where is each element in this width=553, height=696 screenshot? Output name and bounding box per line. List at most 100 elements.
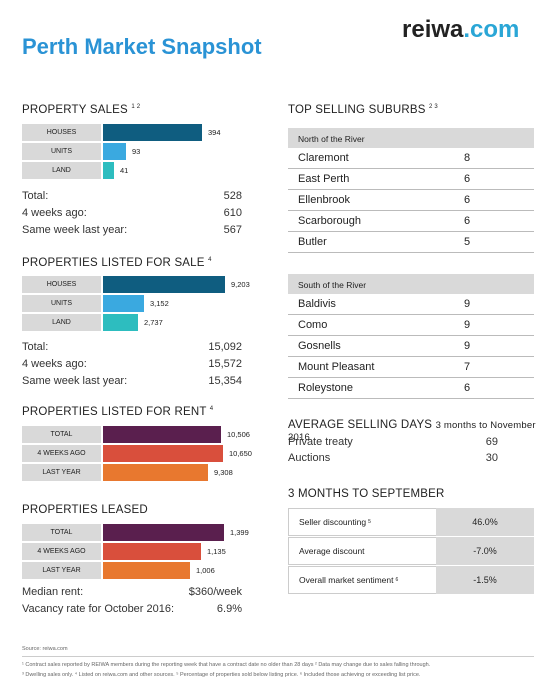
stat-value: 15,572 xyxy=(208,358,242,370)
bar-label: TOTAL xyxy=(22,524,101,541)
avg-days-row: Auctions 30 xyxy=(288,452,498,464)
bar-label: 4 WEEKS AGO xyxy=(22,445,101,462)
footer-source: Source: reiwa.com xyxy=(22,646,68,652)
bar-value: 41 xyxy=(120,166,129,175)
bar-label: LAST YEAR xyxy=(22,464,101,481)
metric-label: Average discount xyxy=(288,537,436,565)
bar-row: 4 WEEKS AGO 10,650 xyxy=(22,445,252,462)
suburb-count: 6 xyxy=(464,194,471,206)
bar-value: 1,399 xyxy=(230,528,249,537)
metric-row: Seller discounting 5 46.0% xyxy=(288,508,534,537)
stat-value: 15,092 xyxy=(208,341,242,353)
suburb-name: Claremont xyxy=(298,152,349,164)
bar xyxy=(103,295,144,312)
stat-label: Total: xyxy=(22,190,49,202)
suburb-count: 8 xyxy=(464,152,471,164)
bar-row: HOUSES 394 xyxy=(22,124,221,141)
stat-label: 4 weeks ago: xyxy=(22,358,87,370)
stat-row: 4 weeks ago: 610 xyxy=(22,207,242,219)
bar-value: 9,308 xyxy=(214,468,233,477)
logo-com: .com xyxy=(463,16,520,43)
suburb-name: Butler xyxy=(298,236,327,248)
suburb-row: Butler 5 xyxy=(288,232,534,253)
suburb-name: Roleystone xyxy=(298,382,354,394)
metric-row: Average discount -7.0% xyxy=(288,537,534,566)
suburb-count: 9 xyxy=(464,298,471,310)
avg-days-value: 30 xyxy=(485,452,498,464)
suburb-row: Gosnells 9 xyxy=(288,336,534,357)
suburb-count: 6 xyxy=(464,173,471,185)
suburb-name: Ellenbrook xyxy=(298,194,350,206)
suburb-row: Roleystone 6 xyxy=(288,378,534,399)
suburb-row: Claremont 8 xyxy=(288,148,534,169)
bar-value: 394 xyxy=(208,128,221,137)
stat-value: 567 xyxy=(223,224,242,236)
page-title: Perth Market Snapshot xyxy=(22,34,262,59)
listed-for-sale-title: PROPERTIES LISTED FOR SALE 4 xyxy=(22,257,212,269)
bar-label: LAND xyxy=(22,314,101,331)
suburb-row: Scarborough 6 xyxy=(288,211,534,232)
bar xyxy=(103,543,201,560)
bar-value: 1,006 xyxy=(196,566,215,575)
stat-label: Same week last year: xyxy=(22,375,128,387)
metric-value: 46.0% xyxy=(436,508,534,536)
stat-label: 4 weeks ago: xyxy=(22,207,87,219)
bar-row: LAND 2,737 xyxy=(22,314,163,331)
suburb-count: 9 xyxy=(464,319,471,331)
suburb-name: Como xyxy=(298,319,328,331)
north-heading: North of the River xyxy=(288,128,534,148)
bar-row: LAST YEAR 9,308 xyxy=(22,464,233,481)
suburb-count: 7 xyxy=(464,361,471,373)
metric-value: -1.5% xyxy=(436,566,534,594)
avg-days-label: Auctions xyxy=(288,452,331,464)
bar-row: 4 WEEKS AGO 1,135 xyxy=(22,543,226,560)
stat-value: 610 xyxy=(223,207,242,219)
bar-label: UNITS xyxy=(22,143,101,160)
footer-note-1: ¹ Contract sales reported by REIWA membe… xyxy=(22,662,431,668)
bar-row: LAST YEAR 1,006 xyxy=(22,562,215,579)
metric-value: -7.0% xyxy=(436,537,534,565)
stat-value: 15,354 xyxy=(208,375,242,387)
bar xyxy=(103,124,202,141)
metric-label: Seller discounting 5 xyxy=(288,508,436,536)
three-months-table: Seller discounting 5 46.0% Average discount… xyxy=(288,508,534,595)
bar-row: UNITS 93 xyxy=(22,143,140,160)
stat-row: Same week last year: 567 xyxy=(22,224,242,236)
suburb-row: Baldivis 9 xyxy=(288,294,534,315)
bar-row: TOTAL 10,506 xyxy=(22,426,250,443)
stat-value: 6.9% xyxy=(216,603,242,615)
bar xyxy=(103,276,225,293)
bar-value: 1,135 xyxy=(207,547,226,556)
three-months-title: 3 MONTHS TO SEPTEMBER xyxy=(288,488,445,500)
properties-leased-title: PROPERTIES LEASED xyxy=(22,504,148,516)
stat-row: Median rent: $360/week xyxy=(22,586,242,598)
footer-divider xyxy=(22,656,534,657)
stat-row: Same week last year: 15,354 xyxy=(22,375,242,387)
listed-for-rent-title: PROPERTIES LISTED FOR RENT 4 xyxy=(22,406,214,418)
stat-label: Median rent: xyxy=(22,586,84,598)
stat-value: 528 xyxy=(223,190,242,202)
stat-label: Same week last year: xyxy=(22,224,128,236)
avg-days-row: Private treaty 69 xyxy=(288,436,498,448)
avg-days-label: Private treaty xyxy=(288,436,353,448)
bar-value: 10,650 xyxy=(229,449,252,458)
south-heading: South of the River xyxy=(288,274,534,294)
top-suburbs-title: TOP SELLING SUBURBS 2 3 xyxy=(288,104,438,116)
bar-label: LAND xyxy=(22,162,101,179)
bar xyxy=(103,162,114,179)
bar xyxy=(103,524,224,541)
suburb-name: Baldivis xyxy=(298,298,336,310)
bar-row: TOTAL 1,399 xyxy=(22,524,249,541)
bar xyxy=(103,464,208,481)
bar-row: HOUSES 9,203 xyxy=(22,276,250,293)
bar-value: 9,203 xyxy=(231,280,250,289)
bar-value: 10,506 xyxy=(227,430,250,439)
suburb-name: Gosnells xyxy=(298,340,341,352)
bar xyxy=(103,314,138,331)
reiwa-logo[interactable]: reiwa .com xyxy=(402,16,519,44)
metric-label: Overall market sentiment 6 xyxy=(288,566,436,594)
bar-value: 2,737 xyxy=(144,318,163,327)
stat-row: Total: 15,092 xyxy=(22,341,242,353)
suburb-name: Scarborough xyxy=(298,215,361,227)
south-suburbs-table: South of the River Baldivis 9 Como 9 Gosnell… xyxy=(288,274,534,399)
